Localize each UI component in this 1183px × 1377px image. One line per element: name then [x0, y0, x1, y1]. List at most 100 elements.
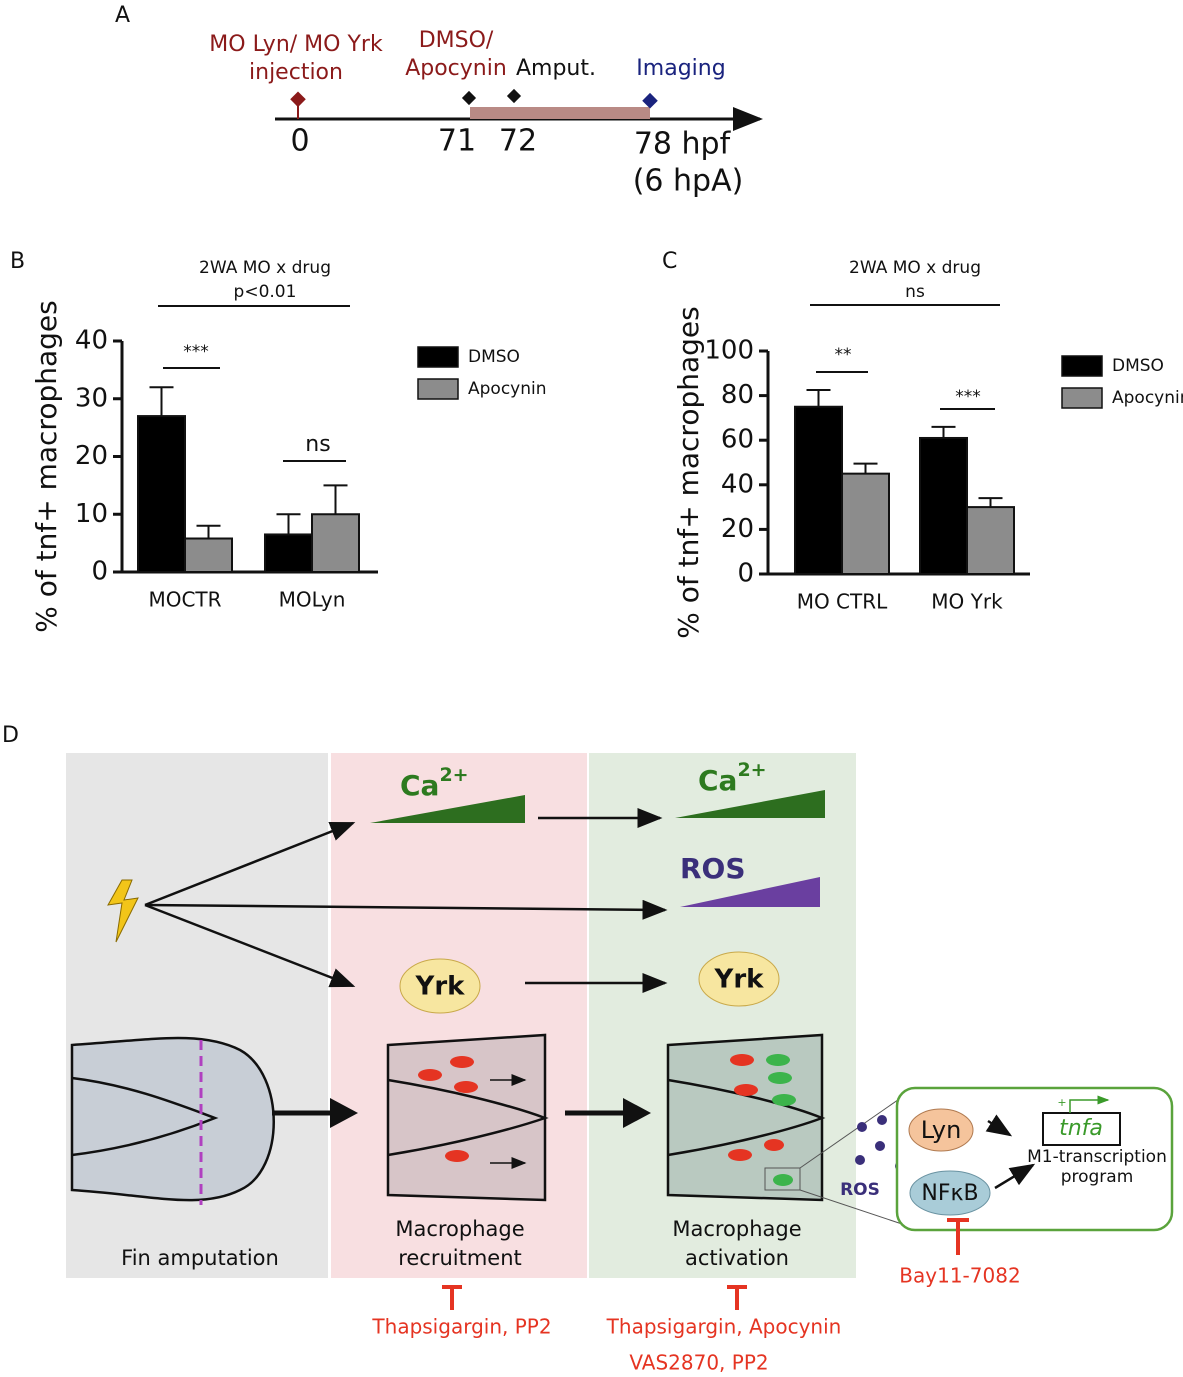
panel-d: D Ca2+ Ca2+ ROS Yrk Yrk ROS Lyn NFκB: [2, 723, 1174, 1375]
event-label: Imaging: [636, 56, 725, 81]
zoom-line: [799, 1189, 906, 1226]
inhibitors: Thapsigargin, PP2 Thapsigargin, Apocynin…: [371, 1264, 1020, 1375]
bar: [794, 405, 843, 575]
arrow: [144, 903, 356, 988]
y-axis-title: % of tnf+ macrophages: [30, 300, 63, 632]
macrophages-m0: [418, 1054, 784, 1162]
legend-label: DMSO: [1112, 356, 1164, 376]
y-tick-label: 0: [737, 559, 754, 589]
zoom-box: [764, 1167, 801, 1191]
arrowhead: [623, 1098, 651, 1128]
macrophages-m1: [766, 1054, 796, 1186]
event-label: Apocynin: [405, 56, 507, 81]
error-bar: [149, 386, 174, 417]
y-tick-label: 30: [75, 383, 108, 413]
legend-label: DMSO: [468, 347, 520, 367]
legend-swatch: [1061, 387, 1103, 409]
fin-ray: [387, 1078, 549, 1157]
event-label: injection: [249, 60, 343, 85]
time-label: (6 hpA): [633, 164, 744, 199]
panel-label: C: [662, 249, 677, 274]
stage-label: activation: [685, 1246, 789, 1270]
yrk-label: Yrk: [714, 965, 765, 995]
event-marker: [642, 92, 658, 109]
error-bar: [323, 484, 348, 515]
lyn-label: Lyn: [921, 1116, 962, 1144]
bar: [311, 513, 360, 573]
annotation: 2WA MO x drug: [199, 258, 331, 278]
legend-swatch: [417, 378, 459, 400]
fin-ray: [71, 1076, 219, 1157]
x-tick-label: MOLyn: [279, 588, 346, 612]
x-tick-label: MO CTRL: [797, 590, 888, 614]
bar: [966, 506, 1015, 576]
gene-box: [1042, 1112, 1121, 1146]
ros-label: ROS: [680, 852, 746, 885]
y-tick-label: 100: [704, 336, 754, 366]
lyn-node: [908, 1108, 974, 1152]
treatment-bar: [470, 107, 650, 119]
event-label: MO Lyn/ MO Yrk: [209, 32, 383, 57]
injury-bolt: [107, 879, 139, 943]
annotation: ns: [905, 282, 925, 302]
y-tick-label: 10: [75, 499, 108, 529]
x-tick-label: MOCTR: [148, 588, 221, 612]
arrow: [144, 821, 356, 907]
annotation: **: [835, 345, 852, 365]
error-bar: [853, 462, 878, 474]
bar: [184, 537, 233, 574]
ros-wedge: [680, 877, 820, 907]
legend-swatch: [417, 346, 459, 368]
bar: [264, 533, 313, 574]
inhibition: [442, 1218, 969, 1310]
legend-label: Apocynin: [1112, 388, 1183, 408]
event-label: DMSO/: [419, 28, 494, 53]
event-label: Amput.: [516, 56, 596, 81]
annotation: ***: [955, 387, 981, 407]
time-label: 78 hpf: [634, 127, 732, 162]
event-marker: [461, 90, 477, 106]
ca-label: Ca2+: [400, 764, 469, 803]
event-marker: [506, 88, 522, 104]
arrow: [994, 1163, 1036, 1190]
error-bar: [276, 513, 301, 535]
gene-label: tnfa: [1059, 1116, 1103, 1141]
yrk-node: [698, 951, 780, 1007]
panel-label: B: [10, 249, 25, 274]
panel-a: A MO Lyn/ MO Yrk injection DMSO/ Apocyni…: [115, 3, 763, 199]
y-tick-label: 40: [75, 326, 108, 356]
stage-label: Macrophage: [395, 1217, 524, 1241]
promoter-sign: +: [1057, 1096, 1066, 1109]
ros-small: ROS: [840, 1180, 880, 1200]
legend-swatch: [1061, 355, 1103, 377]
y-tick-label: 20: [75, 441, 108, 471]
program-label: M1-transcription: [1027, 1147, 1167, 1167]
time-label: 72: [499, 124, 537, 159]
y-axis-title: % of tnf+ macrophages: [672, 306, 705, 638]
nfkb-label: NFκB: [921, 1181, 978, 1206]
promoter-arrow: [1069, 1095, 1110, 1113]
zoom-line: [799, 1094, 906, 1169]
charts: B % of tnf+ macrophages 0 10 20 30 40 MOCTR MOLy…: [10, 249, 1183, 639]
y-tick-label: 40: [721, 469, 754, 499]
ca-wedge: [675, 790, 825, 818]
y-tick-label: 0: [91, 557, 108, 587]
annotation: 2WA MO x drug: [849, 258, 981, 278]
time-label: 71: [438, 124, 476, 159]
stage-label: Macrophage: [672, 1217, 801, 1241]
panel-label: A: [115, 3, 130, 28]
y-tick-label: 80: [721, 380, 754, 410]
fin-ray: [667, 1078, 826, 1157]
stage-bg: [331, 753, 587, 1278]
yrk-label: Yrk: [415, 972, 466, 1002]
x-tick-label: MO Yrk: [931, 590, 1003, 614]
error-bar: [196, 524, 221, 539]
error-bar: [978, 497, 1003, 508]
inhibitor-label: Thapsigargin, Apocynin: [606, 1315, 842, 1339]
ca-wedge: [370, 795, 525, 823]
y-tick-label: 20: [721, 514, 754, 544]
stage-label: Fin amputation: [121, 1246, 279, 1270]
time-label: 0: [290, 124, 309, 159]
nfkb-node: [909, 1170, 991, 1216]
